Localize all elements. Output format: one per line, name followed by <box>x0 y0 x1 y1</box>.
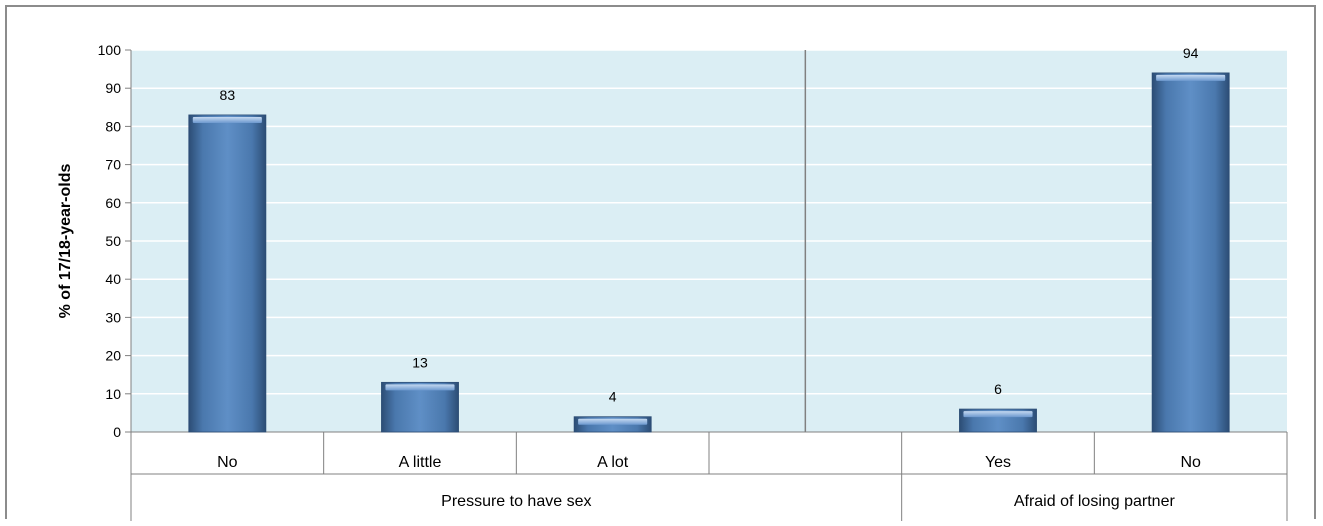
x-category-label: A lot <box>597 454 629 471</box>
y-tick-label: 100 <box>98 42 122 58</box>
bar-highlight <box>385 384 455 391</box>
y-tick-label: 70 <box>105 157 121 173</box>
data-label: 13 <box>412 354 428 370</box>
data-label: 94 <box>1183 45 1199 61</box>
bar-highlight <box>963 411 1033 418</box>
bar-highlight <box>578 418 648 425</box>
y-tick-label: 10 <box>105 386 121 402</box>
data-labels: 83 13 4 6 94 <box>220 45 1199 405</box>
y-tick-label: 60 <box>105 195 121 211</box>
y-tick-label: 90 <box>105 80 121 96</box>
x-category-label: No <box>217 454 238 471</box>
bar-highlight <box>192 116 262 123</box>
y-tick-label: 40 <box>105 271 121 287</box>
data-label: 83 <box>220 87 236 103</box>
y-tick-label: 30 <box>105 309 121 325</box>
x-category-label: Yes <box>985 454 1011 471</box>
y-axis-title: % of 17/18-year-olds <box>57 164 74 319</box>
category-axis: No A little A lot Yes No Pressure to have sex… <box>130 432 1288 521</box>
bars <box>188 72 1230 433</box>
bar <box>1151 72 1230 433</box>
group-label: Pressure to have sex <box>441 493 591 510</box>
bar-chart: 0 10 20 30 40 50 60 70 80 90 100 83 13 4 6 94 No A litt… <box>57 42 1288 521</box>
bar-highlight <box>1156 74 1226 81</box>
group-label: Afraid of losing partner <box>1014 493 1176 510</box>
y-tick-label: 80 <box>105 118 121 134</box>
x-category-label: No <box>1180 454 1201 471</box>
data-label: 6 <box>994 381 1002 397</box>
y-tick-label: 20 <box>105 348 121 364</box>
data-label: 4 <box>609 389 617 405</box>
chart-frame: 0 10 20 30 40 50 60 70 80 90 100 83 13 4 6 94 No A litt… <box>5 5 1316 521</box>
y-tick-label: 0 <box>113 424 121 440</box>
bar <box>381 381 459 433</box>
x-category-label: A little <box>399 454 442 471</box>
y-tick-label: 50 <box>105 233 121 249</box>
gridlines <box>131 49 1287 395</box>
bar <box>188 114 267 433</box>
